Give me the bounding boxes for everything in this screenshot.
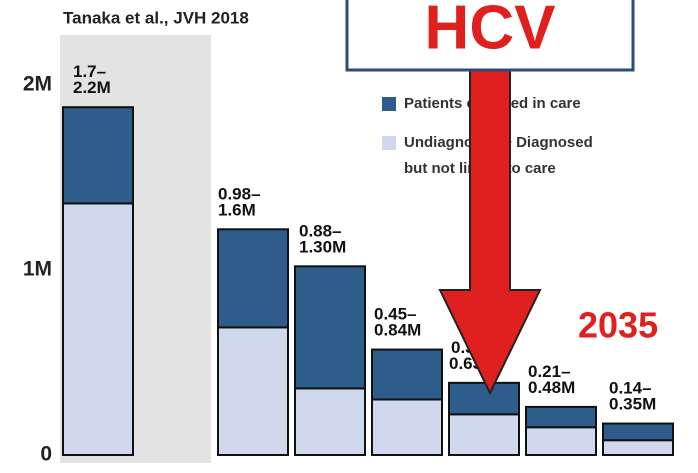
range-label: 0.21– 0.48M xyxy=(528,362,575,397)
bars: 1.7–2.2M0.98–1.6M0.88–1.30M0.45–0.84M0.3… xyxy=(62,63,674,457)
bar-segment xyxy=(217,228,289,329)
bar-segment xyxy=(525,426,597,456)
bar-segment xyxy=(294,265,366,390)
bar-segment xyxy=(371,348,443,401)
hcv-box xyxy=(345,0,635,72)
legend-swatch xyxy=(382,136,396,150)
bar-segment xyxy=(217,326,289,457)
bar-segment xyxy=(448,413,520,456)
y-tick-label: 0 xyxy=(40,443,52,466)
y-tick-label: 2M xyxy=(23,73,52,96)
hcv-label: HCV xyxy=(425,0,556,62)
source-label: Tanaka et al., JVH 2018 xyxy=(63,8,249,27)
bar-segment xyxy=(525,405,597,429)
bar-segment xyxy=(294,387,366,456)
range-label: 0.98– 1.6M xyxy=(218,185,261,220)
bar-segment xyxy=(371,398,443,456)
year-annotation: 2035 xyxy=(578,305,658,346)
arrow xyxy=(438,69,542,396)
bar-segment xyxy=(602,422,674,442)
bar-segment xyxy=(62,106,134,205)
legend-swatch xyxy=(382,97,396,111)
bar-segment xyxy=(448,381,520,416)
range-label: 0.88– 1.30M xyxy=(299,222,346,257)
y-tick-label: 1M xyxy=(23,258,52,281)
range-label: 0.14– 0.35M xyxy=(609,379,656,414)
bar-segment xyxy=(62,202,134,456)
bar-segment xyxy=(602,439,674,457)
range-label: 1.7– 2.2M xyxy=(73,63,111,98)
range-label: 0.45– 0.84M xyxy=(374,305,421,340)
